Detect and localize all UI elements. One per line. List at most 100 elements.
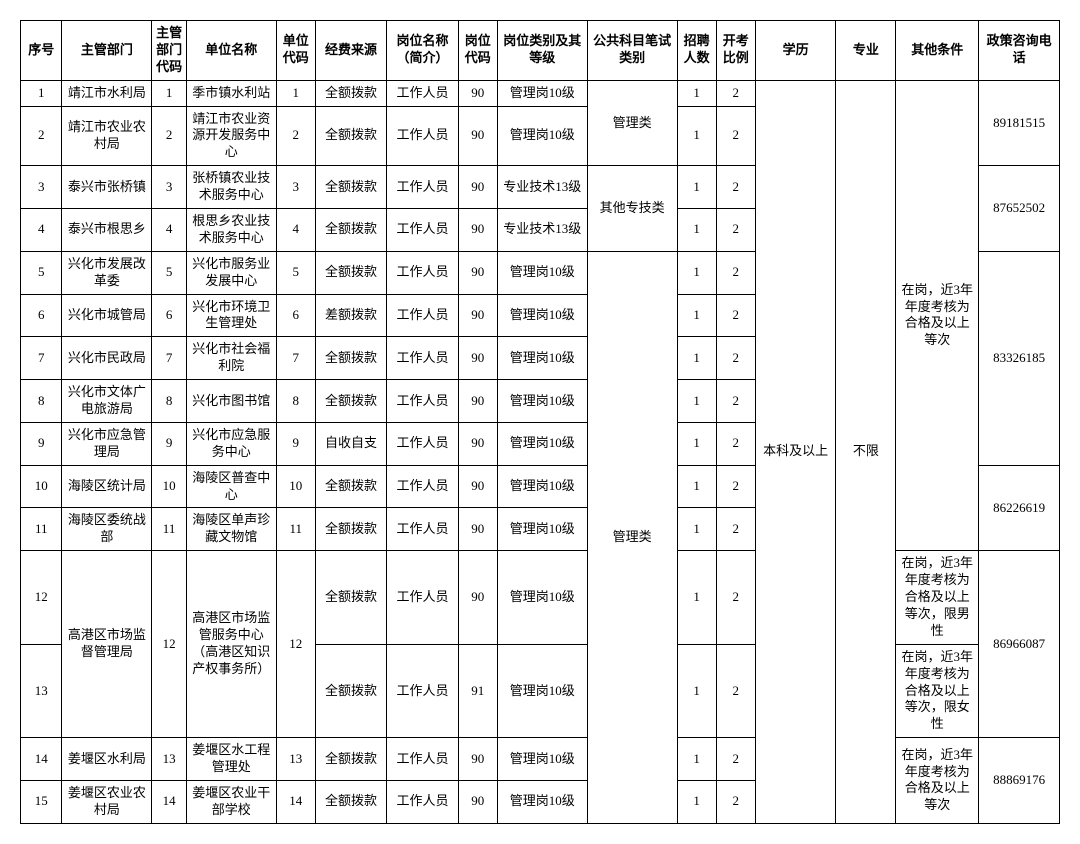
cell-fund: 全额拨款 [315,551,386,644]
cell-job: 工作人员 [387,80,458,106]
cell-jcode: 90 [458,422,497,465]
cell-num: 1 [677,780,716,823]
cell-ucode: 14 [276,780,315,823]
h-major: 专业 [836,21,896,81]
cell-seq: 4 [21,209,62,252]
cell-jcode: 90 [458,738,497,781]
cell-jcode: 90 [458,780,497,823]
cell-ucode: 7 [276,337,315,380]
cell-seq: 5 [21,251,62,294]
cell-seq: 15 [21,780,62,823]
cell-job: 工作人员 [387,294,458,337]
cell-ucode: 11 [276,508,315,551]
cell-phone: 86226619 [979,465,1060,551]
cell-exam: 其他专技类 [587,166,677,252]
cell-ucode: 9 [276,422,315,465]
cell-unit: 兴化市应急服务中心 [186,422,276,465]
cell-seq: 3 [21,166,62,209]
cell-jcode: 90 [458,551,497,644]
cell-fund: 自收自支 [315,422,386,465]
cell-ucode: 4 [276,209,315,252]
cell-unit: 张桥镇农业技术服务中心 [186,166,276,209]
cell-job: 工作人员 [387,738,458,781]
cell-ratio: 2 [716,337,755,380]
cell-fund: 全额拨款 [315,508,386,551]
cell-jcode: 90 [458,380,497,423]
cell-num: 1 [677,422,716,465]
cell-jcat: 管理岗10级 [497,337,587,380]
cell-dept: 姜堰区水利局 [62,738,152,781]
header-row: 序号 主管部门 主管部门代码 单位名称 单位代码 经费来源 岗位名称（简介） 岗… [21,21,1060,81]
cell-dept: 泰兴市根思乡 [62,209,152,252]
h-dept: 主管部门 [62,21,152,81]
cell-job: 工作人员 [387,644,458,737]
h-unit: 单位名称 [186,21,276,81]
cell-fund: 全额拨款 [315,209,386,252]
cell-jcat: 管理岗10级 [497,644,587,737]
cell-job: 工作人员 [387,380,458,423]
cell-exam: 管理类 [587,251,677,823]
cell-ratio: 2 [716,106,755,166]
cell-fund: 全额拨款 [315,251,386,294]
h-fund: 经费来源 [315,21,386,81]
table-row: 14 姜堰区水利局 13 姜堰区水工程管理处 13 全额拨款 工作人员 90 管… [21,738,1060,781]
cell-job: 工作人员 [387,209,458,252]
h-jcat: 岗位类别及其等级 [497,21,587,81]
cell-seq: 12 [21,551,62,644]
cell-seq: 7 [21,337,62,380]
cell-jcode: 90 [458,294,497,337]
cell-dcode: 9 [152,422,187,465]
cell-ucode: 13 [276,738,315,781]
h-jcode: 岗位代码 [458,21,497,81]
recruitment-table: 序号 主管部门 主管部门代码 单位名称 单位代码 经费来源 岗位名称（简介） 岗… [20,20,1060,824]
cell-fund: 全额拨款 [315,465,386,508]
cell-jcat: 管理岗10级 [497,380,587,423]
cell-jcat: 管理岗10级 [497,508,587,551]
cell-fund: 全额拨款 [315,380,386,423]
cell-num: 1 [677,80,716,106]
cell-unit: 兴化市图书馆 [186,380,276,423]
cell-dept: 兴化市城管局 [62,294,152,337]
cell-dcode: 7 [152,337,187,380]
cell-dcode: 4 [152,209,187,252]
cell-num: 1 [677,251,716,294]
cell-seq: 8 [21,380,62,423]
cell-dept: 靖江市农业农村局 [62,106,152,166]
cell-dcode: 1 [152,80,187,106]
cell-fund: 差额拨款 [315,294,386,337]
cell-fund: 全额拨款 [315,166,386,209]
h-num: 招聘人数 [677,21,716,81]
cell-jcat: 专业技术13级 [497,209,587,252]
cell-exam: 管理类 [587,80,677,166]
cell-fund: 全额拨款 [315,80,386,106]
cell-dcode: 11 [152,508,187,551]
cell-dcode: 10 [152,465,187,508]
cell-unit: 海陵区单声珍藏文物馆 [186,508,276,551]
table-row: 1 靖江市水利局 1 季市镇水利站 1 全额拨款 工作人员 90 管理岗10级 … [21,80,1060,106]
cell-num: 1 [677,738,716,781]
cell-job: 工作人员 [387,551,458,644]
cell-jcode: 90 [458,251,497,294]
h-job: 岗位名称（简介） [387,21,458,81]
cell-ratio: 2 [716,738,755,781]
cell-unit: 靖江市农业资源开发服务中心 [186,106,276,166]
cell-unit: 姜堰区水工程管理处 [186,738,276,781]
cell-job: 工作人员 [387,780,458,823]
cell-jcode: 90 [458,80,497,106]
cell-phone: 86966087 [979,551,1060,738]
cell-num: 1 [677,166,716,209]
cell-other: 在岗，近3年年度考核为合格及以上等次 [896,738,979,824]
cell-job: 工作人员 [387,106,458,166]
cell-num: 1 [677,465,716,508]
cell-dept: 海陵区统计局 [62,465,152,508]
h-other: 其他条件 [896,21,979,81]
cell-unit: 高港区市场监管服务中心（高港区知识产权事务所） [186,551,276,738]
cell-seq: 10 [21,465,62,508]
cell-ratio: 2 [716,644,755,737]
cell-jcode: 90 [458,465,497,508]
cell-unit: 姜堰区农业干部学校 [186,780,276,823]
cell-unit: 兴化市社会福利院 [186,337,276,380]
cell-seq: 6 [21,294,62,337]
cell-jcat: 专业技术13级 [497,166,587,209]
cell-ratio: 2 [716,209,755,252]
